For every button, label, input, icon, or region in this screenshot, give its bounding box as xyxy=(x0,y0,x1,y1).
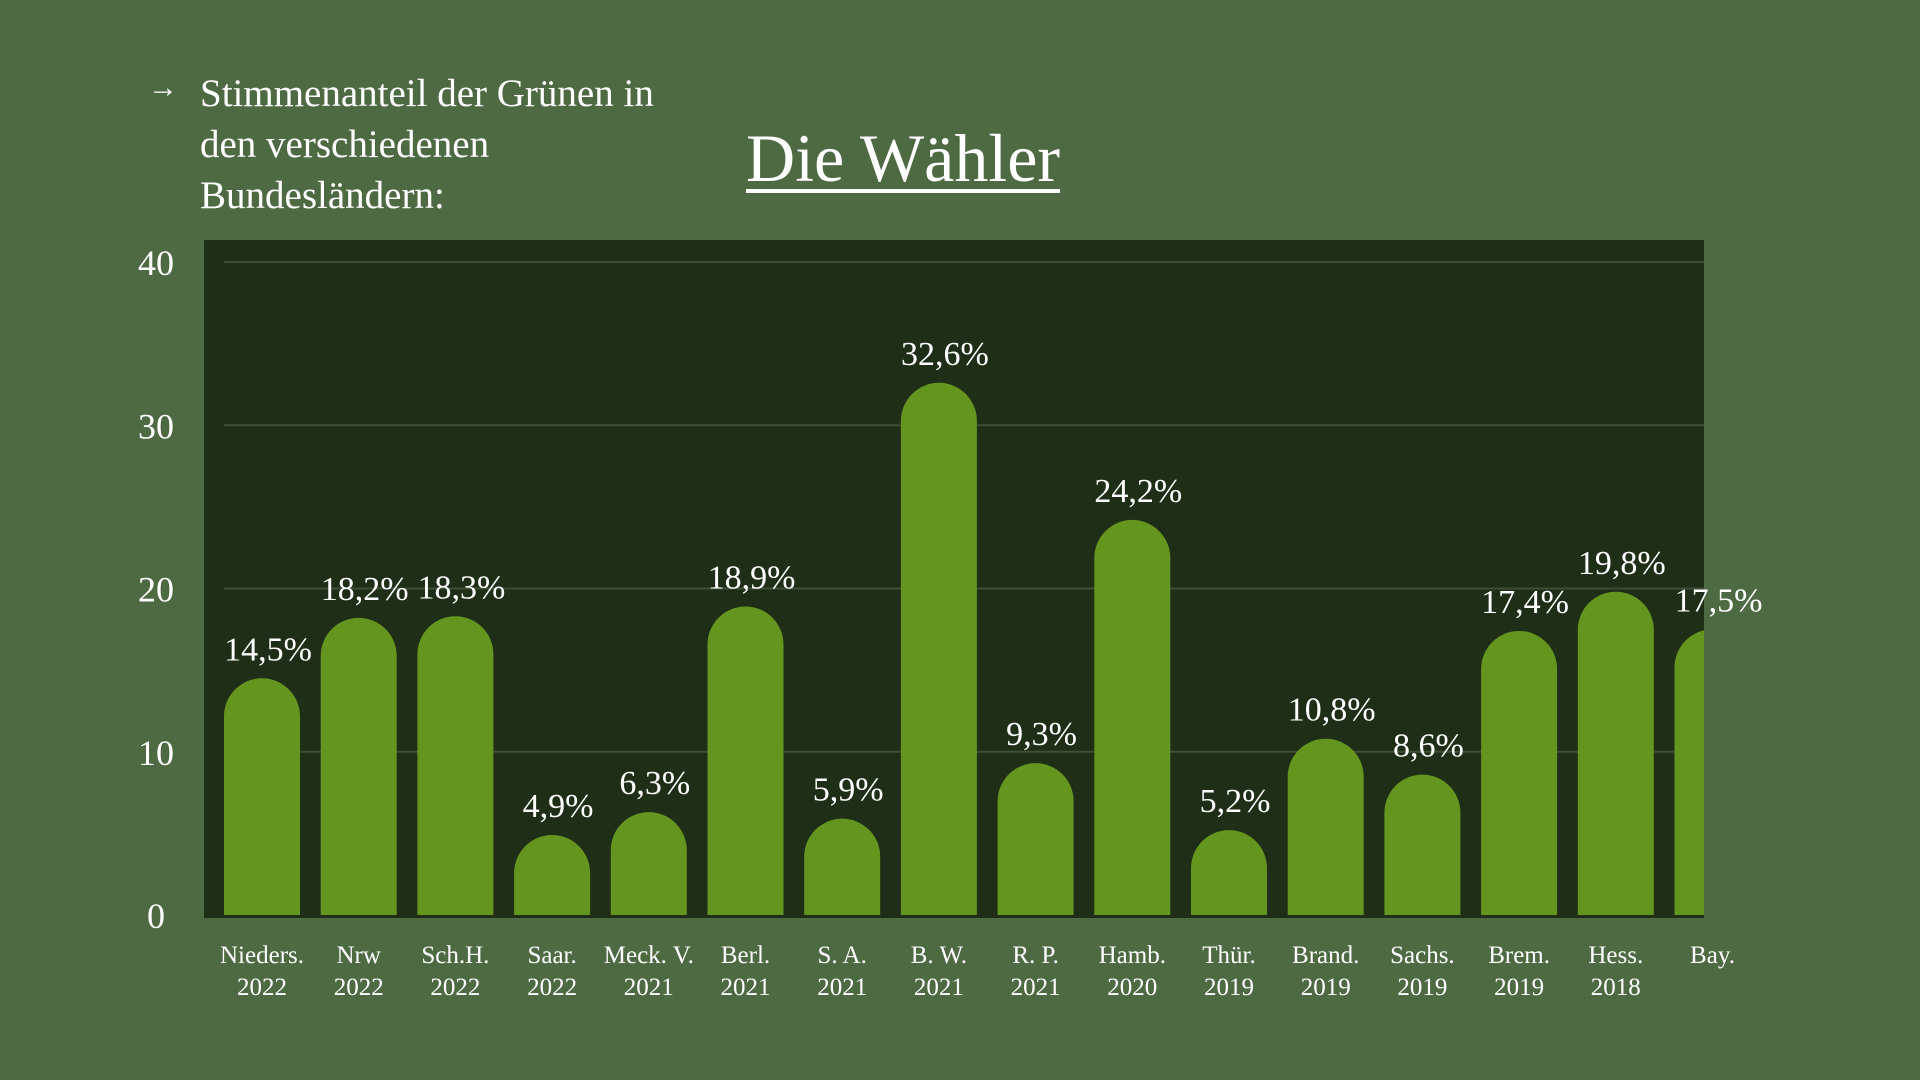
x-tick-year: 2019 xyxy=(1301,974,1351,1001)
x-tick-label: Hess. xyxy=(1588,942,1643,969)
x-tick-year: 2019 xyxy=(1204,974,1254,1001)
bar xyxy=(610,812,687,915)
x-tick-label: Thür. xyxy=(1202,942,1255,969)
x-tick-label: Brem. xyxy=(1488,942,1550,969)
data-label: 6,3% xyxy=(619,765,690,802)
chart-subtitle: → Stimmenanteil der Grünen in den versch… xyxy=(148,68,654,221)
subtitle-line-3: Bundesländern: xyxy=(200,174,445,217)
data-label: 8,6% xyxy=(1393,728,1464,765)
x-tick-label: Meck. V. xyxy=(604,942,694,969)
bar xyxy=(417,616,494,915)
data-label: 19,8% xyxy=(1578,545,1666,582)
data-label: 10,8% xyxy=(1288,692,1376,729)
bar xyxy=(1577,591,1654,915)
bar xyxy=(1674,630,1704,915)
x-tick-label: Hamb. xyxy=(1099,942,1166,969)
x-tick-label: Sch.H. xyxy=(421,942,489,969)
x-tick-year: 2019 xyxy=(1494,974,1544,1001)
data-label: 17,5% xyxy=(1675,582,1763,619)
bar xyxy=(707,606,784,915)
x-tick-year: 2018 xyxy=(1591,974,1641,1001)
bar xyxy=(1384,774,1461,915)
page-title: Die Wähler xyxy=(746,120,1061,196)
subtitle-text: Stimmenanteil der Grünen in den verschie… xyxy=(200,68,654,221)
data-label: 18,9% xyxy=(708,559,796,596)
bar xyxy=(1287,738,1364,915)
data-label: 5,2% xyxy=(1200,783,1271,820)
x-tick-label: Nieders. xyxy=(220,942,304,969)
bar xyxy=(997,763,1074,915)
y-tick-label: 20 xyxy=(138,570,174,610)
arrow-right-icon: → xyxy=(148,71,178,104)
data-label: 17,4% xyxy=(1481,584,1569,621)
x-tick-label: B. W. xyxy=(911,942,967,969)
x-tick-label: Bay. xyxy=(1690,942,1735,969)
data-label: 18,2% xyxy=(321,571,409,608)
bar xyxy=(900,382,977,915)
x-tick-year: 2022 xyxy=(430,974,480,1001)
x-tick-year: 2021 xyxy=(1011,974,1061,1001)
x-tick-label: Berl. xyxy=(721,942,770,969)
x-tick-year: 2021 xyxy=(817,974,867,1001)
y-tick-label: 40 xyxy=(138,243,174,283)
bar xyxy=(320,617,397,915)
y-tick-label: 30 xyxy=(138,406,174,446)
data-label: 24,2% xyxy=(1094,473,1182,510)
x-tick-label: Sachs. xyxy=(1390,942,1455,969)
x-tick-year: 2022 xyxy=(334,974,384,1001)
data-label: 9,3% xyxy=(1006,716,1077,753)
y-tick-label: 0 xyxy=(147,896,165,936)
data-label: 18,3% xyxy=(417,569,505,606)
x-tick-year: 2022 xyxy=(527,974,577,1001)
x-tick-year: 2019 xyxy=(1397,974,1447,1001)
data-label: 14,5% xyxy=(224,631,312,668)
subtitle-line-2: den verschiedenen xyxy=(200,123,490,166)
data-label: 4,9% xyxy=(523,788,594,825)
bar xyxy=(1191,830,1267,915)
x-tick-year: 2021 xyxy=(721,974,771,1001)
x-tick-label: Saar. xyxy=(527,942,576,969)
bar xyxy=(224,678,300,915)
subtitle-line-1: Stimmenanteil der Grünen in xyxy=(200,72,654,115)
x-tick-year: 2021 xyxy=(914,974,964,1001)
data-label: 5,9% xyxy=(813,772,884,809)
x-tick-year: 2022 xyxy=(237,974,287,1001)
bar xyxy=(1481,630,1558,915)
bar xyxy=(804,818,881,915)
y-tick-label: 10 xyxy=(138,733,174,773)
x-tick-label: Brand. xyxy=(1292,942,1359,969)
data-label: 32,6% xyxy=(901,336,989,373)
x-tick-label: Nrw xyxy=(336,942,380,969)
x-tick-year: 2020 xyxy=(1107,974,1157,1001)
bar xyxy=(514,835,591,915)
x-tick-year: 2021 xyxy=(624,974,674,1001)
x-tick-label: S. A. xyxy=(818,942,867,969)
x-tick-label: R. P. xyxy=(1012,942,1059,969)
bar xyxy=(1094,519,1171,915)
